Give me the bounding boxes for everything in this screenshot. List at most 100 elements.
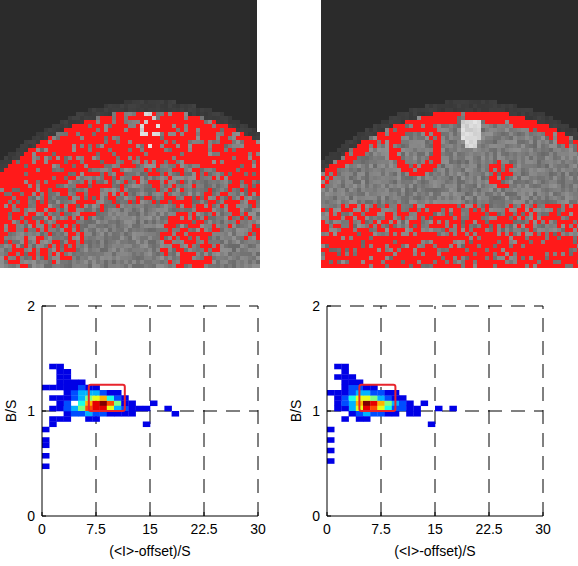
cell-pixel: [196, 212, 200, 216]
cell-pixel: [168, 132, 172, 136]
cell-pixel: [84, 224, 88, 228]
cell-pixel: [116, 160, 120, 164]
cell-pixel: [232, 220, 236, 224]
cell-pixel: [152, 232, 156, 236]
cell-pixel: [80, 136, 84, 140]
cell-pixel: [40, 232, 44, 236]
cell-pixel: [136, 144, 140, 148]
cell-pixel: [100, 200, 104, 204]
cell-pixel: [112, 216, 116, 220]
cell-pixel: [216, 188, 220, 192]
cell-pixel: [232, 136, 236, 140]
cell-pixel: [116, 224, 120, 228]
cell-pixel: [8, 212, 12, 216]
cell-pixel: [148, 184, 152, 188]
cell-pixel: [132, 120, 136, 124]
cell-pixel: [52, 176, 56, 180]
halo-pixel: [0, 168, 4, 172]
halo-pixel: [32, 136, 36, 140]
cell-pixel: [16, 228, 20, 232]
cell-pixel: [104, 188, 108, 192]
cell-pixel: [252, 212, 256, 216]
cell-pixel: [80, 208, 84, 212]
cell-pixel: [112, 236, 116, 240]
cell-pixel: [180, 216, 184, 220]
cell-pixel: [60, 168, 64, 172]
halo-pixel: [172, 108, 176, 112]
halo-pixel: [24, 144, 28, 148]
cell-pixel: [196, 132, 200, 136]
cell-pixel: [120, 196, 124, 200]
halo-pixel: [172, 104, 176, 108]
cell-pixel: [188, 188, 192, 192]
cell-pixel: [152, 212, 156, 216]
halo-pixel: [60, 120, 64, 124]
cell-pixel: [252, 164, 256, 168]
cell-pixel: [40, 228, 44, 232]
cell-pixel: [212, 180, 216, 184]
cell-pixel: [188, 236, 192, 240]
cell-pixel: [156, 208, 160, 212]
cell-pixel: [140, 236, 144, 240]
cell-pixel: [120, 204, 124, 208]
cell-pixel: [124, 120, 128, 124]
cell-pixel: [84, 228, 88, 232]
halo-pixel: [192, 104, 196, 108]
cell-pixel: [164, 168, 168, 172]
cell-pixel: [112, 232, 116, 236]
cell-pixel: [36, 232, 40, 236]
cell-pixel: [232, 132, 236, 136]
cell-pixel: [236, 232, 240, 236]
cell-pixel: [28, 200, 32, 204]
cell-pixel: [84, 196, 88, 200]
cell-pixel: [180, 196, 184, 200]
cell-pixel: [108, 188, 112, 192]
cell-pixel: [216, 152, 220, 156]
cell-pixel: [156, 176, 160, 180]
cell-pixel: [156, 168, 160, 172]
cell-pixel: [184, 164, 188, 168]
cell-pixel: [104, 208, 108, 212]
halo-pixel: [212, 116, 216, 120]
cell-pixel: [248, 156, 252, 160]
cell-pixel: [148, 236, 152, 240]
cell-pixel: [92, 220, 96, 224]
cell-pixel: [200, 212, 204, 216]
cell-pixel: [152, 220, 156, 224]
cell-pixel: [72, 148, 76, 152]
cell-pixel: [124, 172, 128, 176]
cell-pixel: [224, 188, 228, 192]
cell-pixel: [196, 164, 200, 168]
cell-pixel: [28, 232, 32, 236]
cell-pixel: [172, 228, 176, 232]
cell-pixel: [100, 180, 104, 184]
cell-pixel: [216, 140, 220, 144]
cell-pixel: [72, 188, 76, 192]
cell-pixel: [44, 232, 48, 236]
cell-pixel: [156, 196, 160, 200]
cell-pixel: [116, 140, 120, 144]
cell-pixel: [96, 204, 100, 208]
cell-pixel: [208, 148, 212, 152]
cell-pixel: [40, 192, 44, 196]
cell-pixel: [128, 232, 132, 236]
cell-pixel: [28, 208, 32, 212]
halo-pixel: [32, 144, 36, 148]
cell-pixel: [256, 196, 260, 200]
cell-pixel: [164, 220, 168, 224]
cell-pixel: [20, 192, 24, 196]
cell-pixel: [208, 168, 212, 172]
cell-pixel: [112, 112, 116, 116]
cell-pixel: [236, 188, 240, 192]
cell-pixel: [228, 220, 232, 224]
cell-pixel: [216, 220, 220, 224]
cell-pixel: [144, 228, 148, 232]
cell-pixel: [220, 180, 224, 184]
cell-pixel: [160, 176, 164, 180]
halo-pixel: [76, 120, 80, 124]
cell-pixel: [64, 184, 68, 188]
cell-pixel: [220, 232, 224, 236]
cell-pixel: [208, 152, 212, 156]
cell-pixel: [96, 232, 100, 236]
cell-pixel: [60, 184, 64, 188]
